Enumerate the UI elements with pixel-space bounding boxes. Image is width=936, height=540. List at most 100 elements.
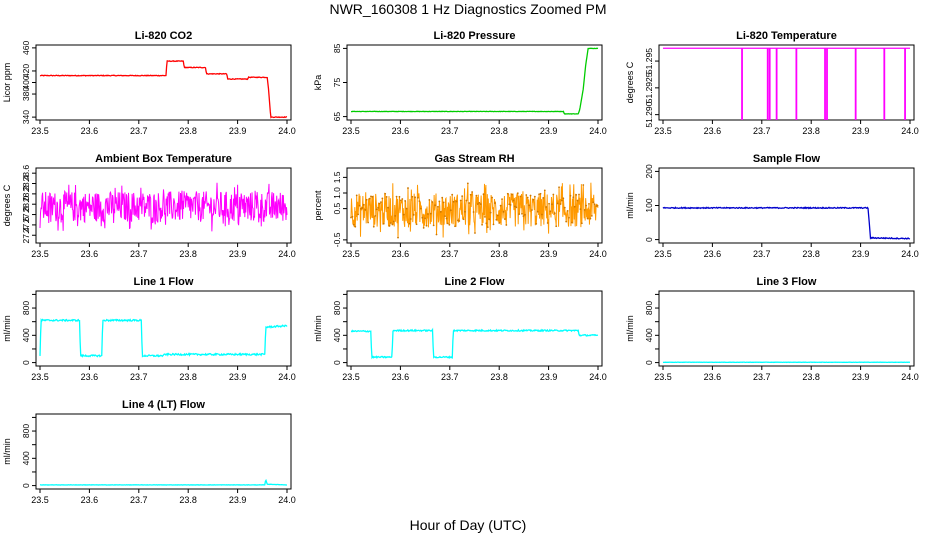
- data-point: [458, 220, 461, 222]
- y-tick-label: 28.2: [21, 185, 31, 202]
- y-tick-label: 65: [332, 112, 342, 122]
- plot-frame: [346, 290, 603, 367]
- data-point: [562, 197, 565, 200]
- data-point: [368, 197, 371, 200]
- data-point: [489, 211, 492, 214]
- y-axis-label: percent: [313, 190, 323, 221]
- data-point: [536, 210, 539, 213]
- x-tick-label: 23.5: [31, 495, 49, 505]
- x-tick-label: 23.9: [229, 126, 247, 136]
- data-point: [580, 222, 583, 225]
- data-point: [476, 203, 479, 205]
- data-point: [590, 214, 593, 217]
- data-point: [444, 215, 446, 218]
- data-point: [525, 194, 528, 196]
- data-point: [432, 224, 435, 227]
- chart-panel: Line 1 Flow 23.5 23.6 23.7 23.8 23.9 24.0 0 400 8…: [2, 276, 296, 382]
- chart-panel: Li-820 Temperature 23.5 23.6 23.7 23.8 23.9 24…: [625, 30, 919, 136]
- data-point: [362, 203, 365, 206]
- x-tick-label: 24.0: [901, 372, 919, 382]
- data-point: [528, 204, 531, 207]
- x-tick-label: 23.9: [852, 372, 870, 382]
- data-point: [417, 196, 419, 199]
- data-point: [422, 226, 425, 229]
- data-point: [519, 195, 522, 198]
- data-point: [404, 200, 407, 202]
- data-point: [397, 236, 399, 239]
- data-point: [372, 225, 375, 228]
- x-tick-label: 24.0: [278, 249, 296, 259]
- data-point: [466, 182, 469, 185]
- x-tick-label: 23.5: [342, 372, 360, 382]
- data-point: [593, 203, 596, 206]
- data-point: [578, 193, 580, 196]
- data-point: [548, 202, 550, 205]
- data-point: [542, 197, 545, 199]
- chart-panel: Line 3 Flow 23.5 23.6 23.7 23.8 23.9 24.0 0 400 8…: [625, 276, 919, 382]
- x-axis-label: Hour of Day (UTC): [409, 517, 527, 533]
- data-point: [360, 207, 362, 210]
- data-point: [505, 224, 508, 226]
- data-point: [559, 203, 562, 205]
- y-tick-label: 75: [332, 78, 342, 88]
- chart-title: Line 3 Flow: [757, 276, 817, 288]
- plot-frame: [346, 44, 603, 121]
- x-tick-label: 23.5: [654, 372, 672, 382]
- data-point: [412, 213, 415, 216]
- data-point: [377, 206, 379, 209]
- data-point: [419, 207, 422, 210]
- x-tick-label: 23.7: [441, 249, 459, 259]
- x-tick-label: 23.9: [229, 249, 247, 259]
- y-tick-label: 27.6: [21, 216, 31, 233]
- data-point: [462, 218, 465, 221]
- data-point: [408, 222, 411, 225]
- data-point: [407, 187, 409, 189]
- x-tick-label: 23.6: [81, 126, 99, 136]
- y-tick-label: 28.0: [21, 196, 31, 213]
- data-point: [411, 195, 414, 198]
- y-axis-label: kPa: [313, 75, 323, 91]
- data-point: [380, 201, 382, 204]
- data-line: [39, 478, 288, 486]
- data-point: [350, 216, 352, 219]
- data-point: [531, 209, 533, 211]
- data-point: [518, 213, 521, 216]
- data-point: [533, 195, 536, 198]
- plot-frame: [658, 167, 915, 244]
- data-point: [449, 209, 452, 212]
- data-point: [461, 195, 464, 198]
- data-point: [538, 193, 540, 196]
- data-point: [592, 201, 595, 204]
- data-point: [496, 214, 499, 217]
- plot-frame: [658, 44, 915, 121]
- y-tick-label: -0.5: [332, 232, 342, 247]
- x-tick-label: 23.6: [81, 249, 99, 259]
- data-point: [529, 194, 532, 197]
- chart-panel: Line 4 (LT) Flow 23.5 23.6 23.7 23.8 23.9 24.0…: [2, 399, 296, 505]
- data-point: [479, 203, 482, 205]
- chart-panel: Li-820 Pressure 23.5 23.6 23.7 23.8 23.9 24.0 6…: [313, 30, 607, 136]
- x-tick-label: 23.9: [540, 249, 558, 259]
- y-axis-label: ml/min: [625, 315, 635, 342]
- x-tick-label: 23.6: [704, 126, 722, 136]
- x-tick-label: 23.9: [852, 126, 870, 136]
- plot-frame: [35, 167, 292, 244]
- chart-panel: Ambient Box Temperature 23.5 23.6 23.7 23.8 2…: [2, 153, 296, 259]
- plot-frame: [658, 290, 915, 367]
- x-tick-label: 23.5: [342, 249, 360, 259]
- data-point: [516, 192, 519, 195]
- x-tick-label: 23.6: [392, 372, 410, 382]
- data-line: [39, 182, 288, 232]
- data-point: [532, 198, 535, 201]
- x-tick-label: 23.7: [441, 126, 459, 136]
- data-point: [439, 211, 442, 213]
- data-point: [551, 203, 553, 206]
- chart-title: Gas Stream RH: [434, 153, 514, 165]
- x-tick-label: 23.6: [392, 126, 410, 136]
- data-point: [482, 193, 485, 196]
- y-tick-label: 200: [644, 164, 654, 178]
- data-point: [351, 215, 354, 218]
- x-tick-label: 23.9: [229, 372, 247, 382]
- data-point: [418, 200, 421, 203]
- x-tick-label: 24.0: [589, 126, 607, 136]
